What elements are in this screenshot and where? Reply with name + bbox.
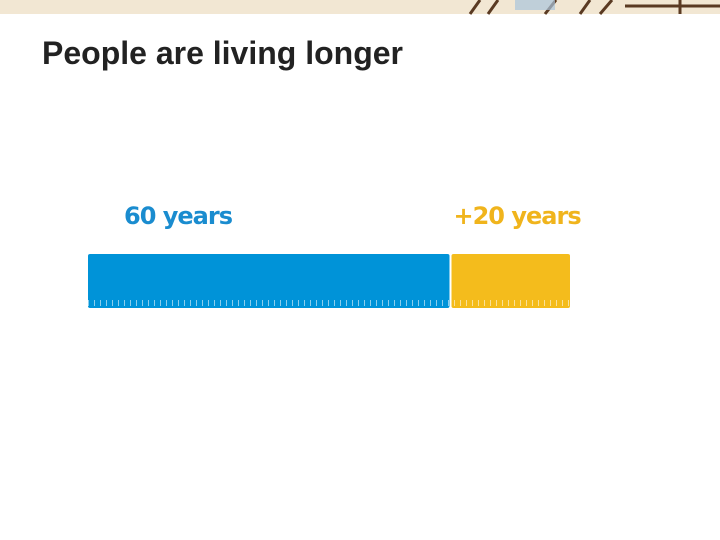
- header-band: [0, 0, 720, 15]
- bar-chart: 60 years +20 years: [88, 202, 582, 308]
- value-label: +20 years: [454, 202, 582, 230]
- value-label: 60 years: [124, 202, 233, 230]
- slide-title: People are living longer: [42, 35, 403, 71]
- ruler-ticks: [88, 254, 570, 308]
